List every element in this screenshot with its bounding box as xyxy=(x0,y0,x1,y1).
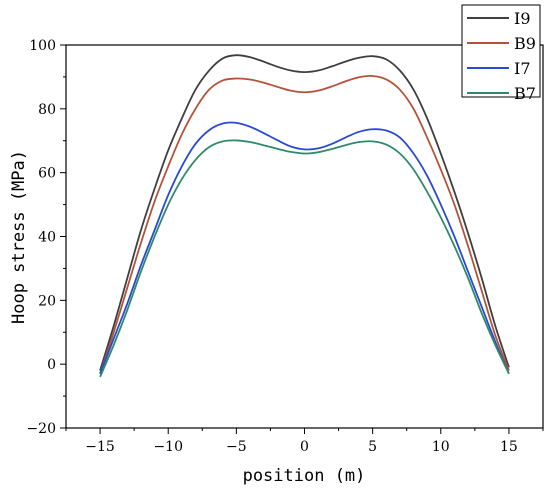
series-line-i9 xyxy=(99,54,510,371)
x-tick-label: 5 xyxy=(368,439,377,455)
legend-label-i7: I7 xyxy=(514,59,531,78)
x-axis-title: position (m) xyxy=(243,466,366,486)
y-tick-label: 40 xyxy=(38,230,56,246)
x-tick-label: −15 xyxy=(85,439,115,455)
x-tick-label: 0 xyxy=(300,439,309,455)
y-tick-label: 20 xyxy=(38,293,56,309)
legend: I9 B9 I7 B7 xyxy=(461,4,541,103)
x-tick-label: 15 xyxy=(500,439,518,455)
legend-box xyxy=(461,4,541,98)
y-tick-label: 80 xyxy=(38,102,56,118)
y-tick-label: 0 xyxy=(47,357,56,373)
plot-frame xyxy=(65,44,544,429)
x-axis: −15 −10 −5 0 5 10 15 xyxy=(65,428,544,455)
y-tick-label: 60 xyxy=(38,166,56,182)
plot-border xyxy=(65,44,544,429)
series-layer xyxy=(99,54,510,378)
y-tick-label: 100 xyxy=(29,38,56,54)
series-line-b7 xyxy=(99,139,510,378)
legend-label-i9: I9 xyxy=(514,9,531,28)
x-tick-label: −5 xyxy=(226,439,247,455)
legend-label-b9: B9 xyxy=(514,34,536,53)
y-axis: −20 0 20 40 60 80 100 xyxy=(26,38,66,437)
series-line-i7 xyxy=(99,121,510,375)
x-tick-label: 10 xyxy=(432,439,450,455)
series-line-b9 xyxy=(99,74,510,375)
x-tick-label: −10 xyxy=(153,439,183,455)
legend-label-b7: B7 xyxy=(514,84,536,103)
y-axis-title: Hoop stress (MPa) xyxy=(9,150,29,324)
y-tick-label: −20 xyxy=(26,421,56,437)
